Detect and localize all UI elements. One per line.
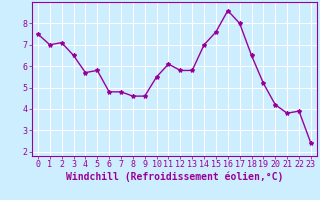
X-axis label: Windchill (Refroidissement éolien,°C): Windchill (Refroidissement éolien,°C) xyxy=(66,172,283,182)
